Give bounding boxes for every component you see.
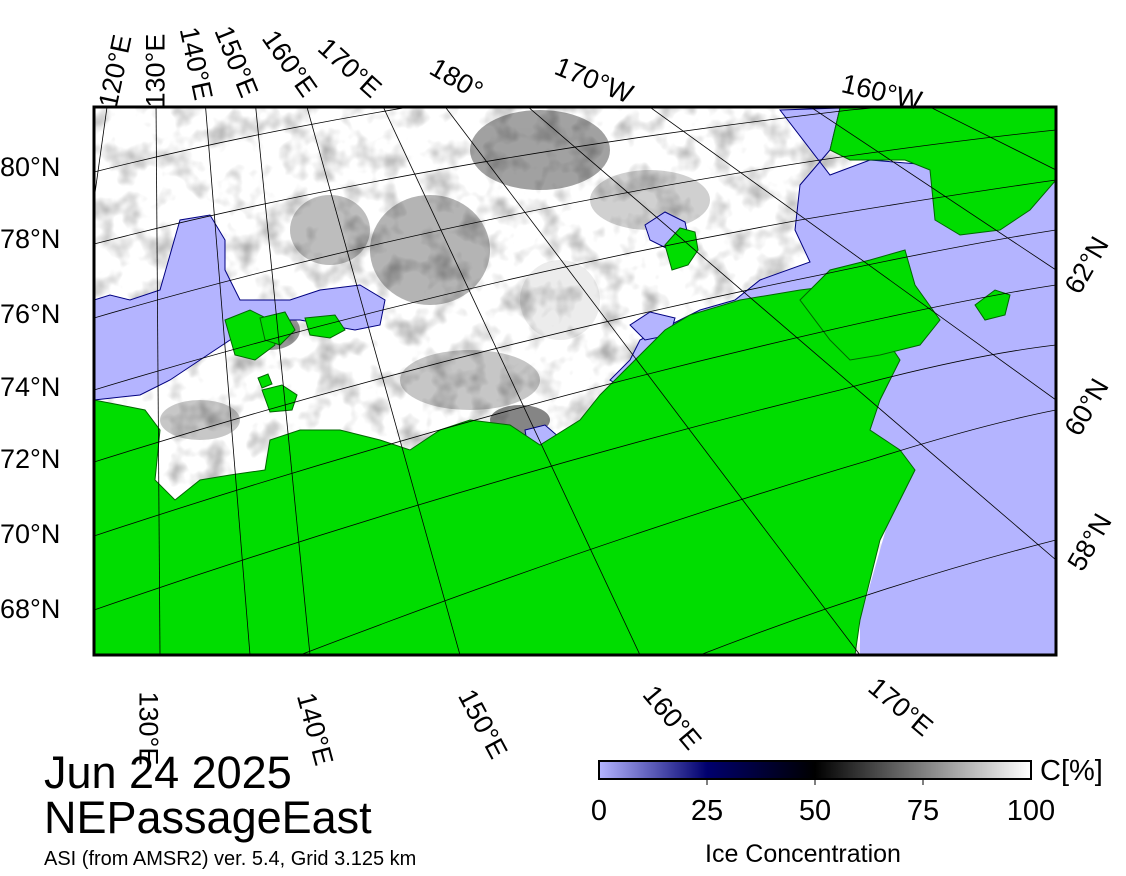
- left-lat-label-74n: 74°N: [0, 372, 61, 402]
- land-small-island: [257, 373, 273, 389]
- colorbar-tick-0: 0: [590, 795, 608, 827]
- map-date: Jun 24 2025: [44, 747, 292, 798]
- map-frame: [92, 105, 1058, 657]
- land-st-lawrence-island: [974, 289, 1011, 321]
- open-water-laptev: [94, 214, 386, 401]
- region-name: NEPassageEast: [44, 792, 372, 843]
- land-alaska: [829, 107, 1056, 236]
- colorbar-tick-25: 25: [690, 795, 724, 827]
- left-lat-label-70n: 70°N: [0, 519, 61, 549]
- colorbar-gradient: [599, 761, 1031, 779]
- left-lat-label-68n: 68°N: [0, 594, 61, 624]
- colorbar-tick-50: 50: [798, 795, 832, 827]
- land-chukotka-peninsula: [799, 249, 941, 361]
- colorbar-ticks: [706, 779, 924, 785]
- land-wrangel-island: [664, 227, 699, 271]
- colorbar-tick-100: 100: [1006, 795, 1056, 827]
- left-lat-label-80n: 80°N: [0, 152, 61, 182]
- colorbar-unit: C[%]: [1040, 755, 1103, 787]
- land-new-siberian-islands-3: [304, 314, 346, 339]
- colorbar-tick-75: 75: [906, 795, 940, 827]
- colorbar-title: Ice Concentration: [705, 840, 901, 868]
- product-info: ASI (from AMSR2) ver. 5.4, Grid 3.125 km: [44, 848, 417, 870]
- longitude-lines: [94, 107, 1056, 655]
- colorbar-frame: [598, 760, 1032, 780]
- left-lat-label-78n: 78°N: [0, 224, 61, 254]
- left-lat-label-76n: 76°N: [0, 299, 61, 329]
- land-siberia: [94, 284, 916, 655]
- latitude-lines: [94, 107, 1056, 655]
- left-lat-label-72n: 72°N: [0, 444, 61, 474]
- top-lon-label-130e: 130°E: [140, 33, 171, 108]
